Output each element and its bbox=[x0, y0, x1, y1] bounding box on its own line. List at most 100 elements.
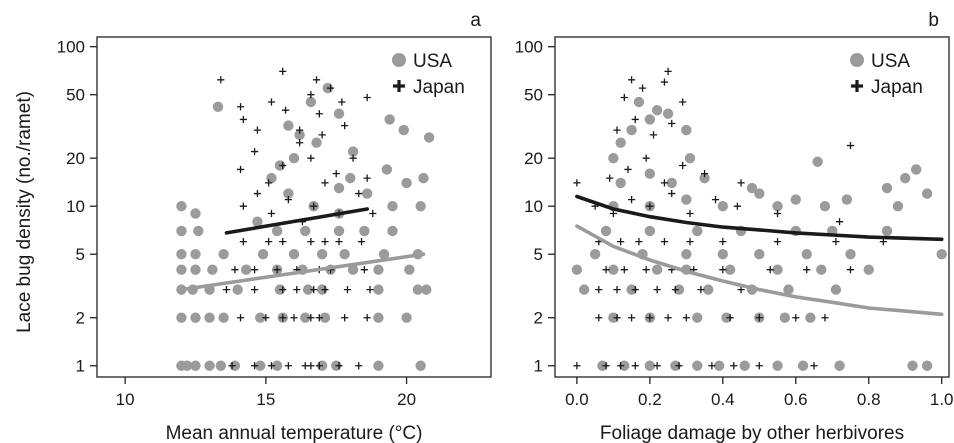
y-tick-label: 50 bbox=[524, 86, 543, 105]
usa-point bbox=[283, 188, 294, 199]
usa-point bbox=[881, 225, 893, 237]
japan-point bbox=[307, 154, 315, 162]
japan-fit-line bbox=[575, 194, 944, 242]
usa-point bbox=[703, 284, 714, 295]
japan-point bbox=[231, 266, 239, 274]
japan-point bbox=[236, 103, 245, 111]
legend-usa-label: USA bbox=[413, 51, 452, 72]
usa-point bbox=[571, 264, 583, 275]
usa-point bbox=[204, 360, 215, 371]
panel-a-legend: USA Japan bbox=[392, 51, 465, 98]
japan-point bbox=[310, 202, 318, 210]
usa-fit-line bbox=[575, 224, 944, 317]
usa-point bbox=[900, 172, 911, 184]
japan-point bbox=[846, 266, 855, 274]
usa-point bbox=[863, 264, 874, 275]
usa-point bbox=[845, 249, 856, 260]
usa-point bbox=[651, 264, 663, 275]
usa-point bbox=[681, 194, 692, 205]
usa-point bbox=[190, 264, 201, 275]
usa-point bbox=[190, 312, 201, 323]
japan-point bbox=[846, 141, 855, 150]
usa-point bbox=[772, 360, 783, 371]
japan-point bbox=[293, 286, 301, 294]
japan-point bbox=[730, 362, 738, 370]
japan-point bbox=[613, 126, 621, 134]
usa-point bbox=[176, 249, 187, 260]
japan-point bbox=[726, 314, 734, 322]
japan-point bbox=[660, 78, 669, 86]
japan-point bbox=[228, 362, 236, 370]
usa-point bbox=[218, 312, 229, 323]
japan-point bbox=[664, 67, 672, 75]
japan-point bbox=[318, 131, 326, 139]
usa-point bbox=[692, 225, 703, 237]
usa-point bbox=[626, 284, 637, 295]
japan-point bbox=[792, 314, 800, 322]
japan-point bbox=[363, 174, 371, 182]
usa-point bbox=[190, 360, 201, 371]
x-tick-label: 0.4 bbox=[711, 390, 735, 409]
legend-usa-label: USA bbox=[871, 51, 910, 72]
usa-point bbox=[207, 264, 218, 275]
japan-point bbox=[653, 362, 661, 370]
japan-point bbox=[642, 154, 650, 162]
usa-point bbox=[772, 201, 783, 212]
y-tick-label: 2 bbox=[534, 309, 543, 328]
usa-point bbox=[633, 96, 645, 108]
japan-point bbox=[631, 286, 639, 294]
japan-point bbox=[251, 266, 259, 274]
japan-point bbox=[290, 314, 298, 322]
x-tick-label: 20 bbox=[397, 390, 416, 409]
usa-point bbox=[423, 132, 435, 143]
legend-japan-label: Japan bbox=[413, 77, 465, 98]
usa-point bbox=[578, 284, 590, 295]
usa-point bbox=[673, 284, 685, 295]
usa-point bbox=[717, 249, 729, 260]
japan-point bbox=[267, 209, 276, 218]
usa-point bbox=[193, 225, 204, 237]
usa-point bbox=[373, 264, 384, 275]
japan-point bbox=[682, 314, 690, 322]
legend-japan-marker bbox=[393, 80, 405, 92]
panel-a-letter: a bbox=[470, 10, 481, 31]
usa-point bbox=[692, 360, 703, 371]
usa-point bbox=[615, 137, 626, 148]
panel-a-fit-lines bbox=[179, 207, 426, 292]
x-tick-label: 1.0 bbox=[930, 390, 954, 409]
usa-point bbox=[339, 249, 350, 260]
usa-point bbox=[257, 249, 269, 260]
y-tick-label: 2 bbox=[76, 309, 85, 328]
usa-point bbox=[779, 312, 791, 323]
usa-point bbox=[589, 249, 601, 260]
japan-point bbox=[686, 209, 694, 218]
usa-point bbox=[772, 264, 783, 275]
japan-point bbox=[668, 189, 676, 198]
japan-point bbox=[617, 238, 625, 246]
usa-point bbox=[597, 360, 608, 371]
x-tick-label: 0.6 bbox=[784, 390, 808, 409]
usa-point bbox=[644, 360, 656, 371]
japan-point bbox=[573, 362, 581, 370]
japan-point bbox=[279, 161, 287, 170]
usa-point bbox=[692, 312, 703, 323]
japan-point bbox=[617, 362, 625, 370]
usa-point bbox=[644, 168, 656, 179]
y-tick-label: 5 bbox=[76, 245, 85, 264]
japan-point bbox=[307, 91, 315, 99]
japan-point bbox=[686, 238, 694, 246]
japan-point bbox=[284, 362, 292, 370]
usa-point bbox=[176, 201, 187, 212]
japan-point bbox=[369, 209, 377, 218]
usa-point bbox=[830, 284, 842, 295]
usa-point bbox=[373, 312, 384, 323]
japan-point bbox=[664, 314, 672, 322]
legend-usa-marker bbox=[392, 53, 406, 67]
japan-point bbox=[602, 266, 610, 274]
usa-point bbox=[212, 101, 224, 112]
panel-a-x-axis-title: Mean annual temperature (°C) bbox=[166, 423, 423, 443]
japan-point bbox=[239, 115, 247, 124]
panel-a-points bbox=[176, 67, 435, 371]
japan-point bbox=[646, 202, 654, 210]
